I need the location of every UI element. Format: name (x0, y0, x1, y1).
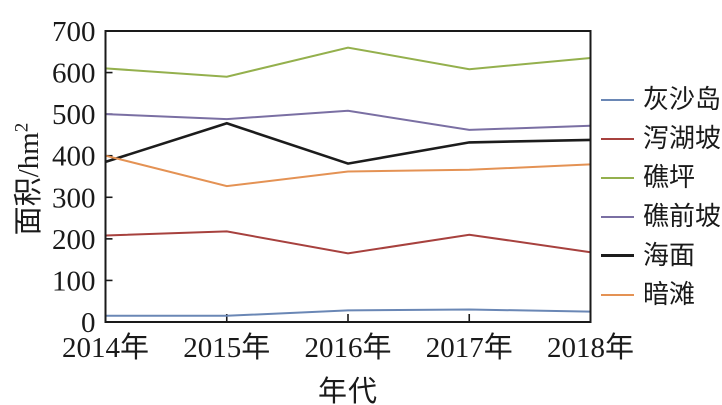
y-axis-title: 面积/hm2 (5, 33, 45, 325)
legend: 灰沙岛泻湖坡礁坪礁前坡海面暗滩 (601, 80, 721, 314)
legend-label-5: 暗滩 (643, 279, 696, 309)
x-axis-title: 年代 (317, 376, 378, 405)
legend-swatch-5 (601, 293, 634, 296)
y-tick-label: 100 (52, 265, 96, 297)
legend-label-1: 泻湖坡 (643, 123, 722, 153)
legend-swatch-0 (601, 98, 634, 101)
legend-label-2: 礁坪 (643, 162, 696, 192)
legend-label-4: 海面 (643, 240, 696, 270)
legend-item-5: 暗滩 (601, 275, 721, 314)
y-tick-label: 600 (52, 58, 96, 90)
y-tick-label: 200 (52, 224, 96, 256)
series-line-3 (105, 109, 591, 131)
legend-item-2: 礁坪 (601, 158, 721, 197)
x-tick-label: 2015年 (183, 331, 270, 364)
y-tick-label: 400 (52, 141, 96, 173)
plot-border (104, 30, 592, 323)
series-line-1 (105, 230, 591, 255)
legend-item-3: 礁前坡 (601, 197, 721, 236)
legend-item-4: 海面 (601, 236, 721, 275)
series-line-4 (105, 121, 591, 165)
y-axis-title-superscript: 2 (11, 122, 33, 133)
legend-swatch-4 (601, 254, 634, 257)
legend-item-0: 灰沙岛 (601, 80, 721, 119)
x-tick-label: 2018年 (547, 331, 634, 364)
y-tick-label: 0 (81, 307, 96, 339)
legend-swatch-2 (601, 176, 634, 179)
series-line-2 (105, 46, 591, 78)
series-line-0 (105, 308, 591, 317)
y-tick-label: 300 (52, 182, 96, 214)
x-tick-label: 2016年 (304, 331, 391, 364)
y-tick-label: 700 (52, 16, 96, 48)
legend-item-1: 泻湖坡 (601, 119, 721, 158)
y-tick-label: 500 (52, 99, 96, 131)
series-line-5 (105, 154, 591, 188)
legend-swatch-3 (601, 215, 634, 218)
legend-label-3: 礁前坡 (643, 201, 722, 231)
legend-label-0: 灰沙岛 (643, 84, 722, 114)
legend-swatch-1 (601, 137, 634, 140)
y-axis-title-text: 面积/hm (13, 132, 45, 236)
x-tick-label: 2014年 (62, 331, 149, 364)
x-tick-label: 2017年 (426, 331, 513, 364)
